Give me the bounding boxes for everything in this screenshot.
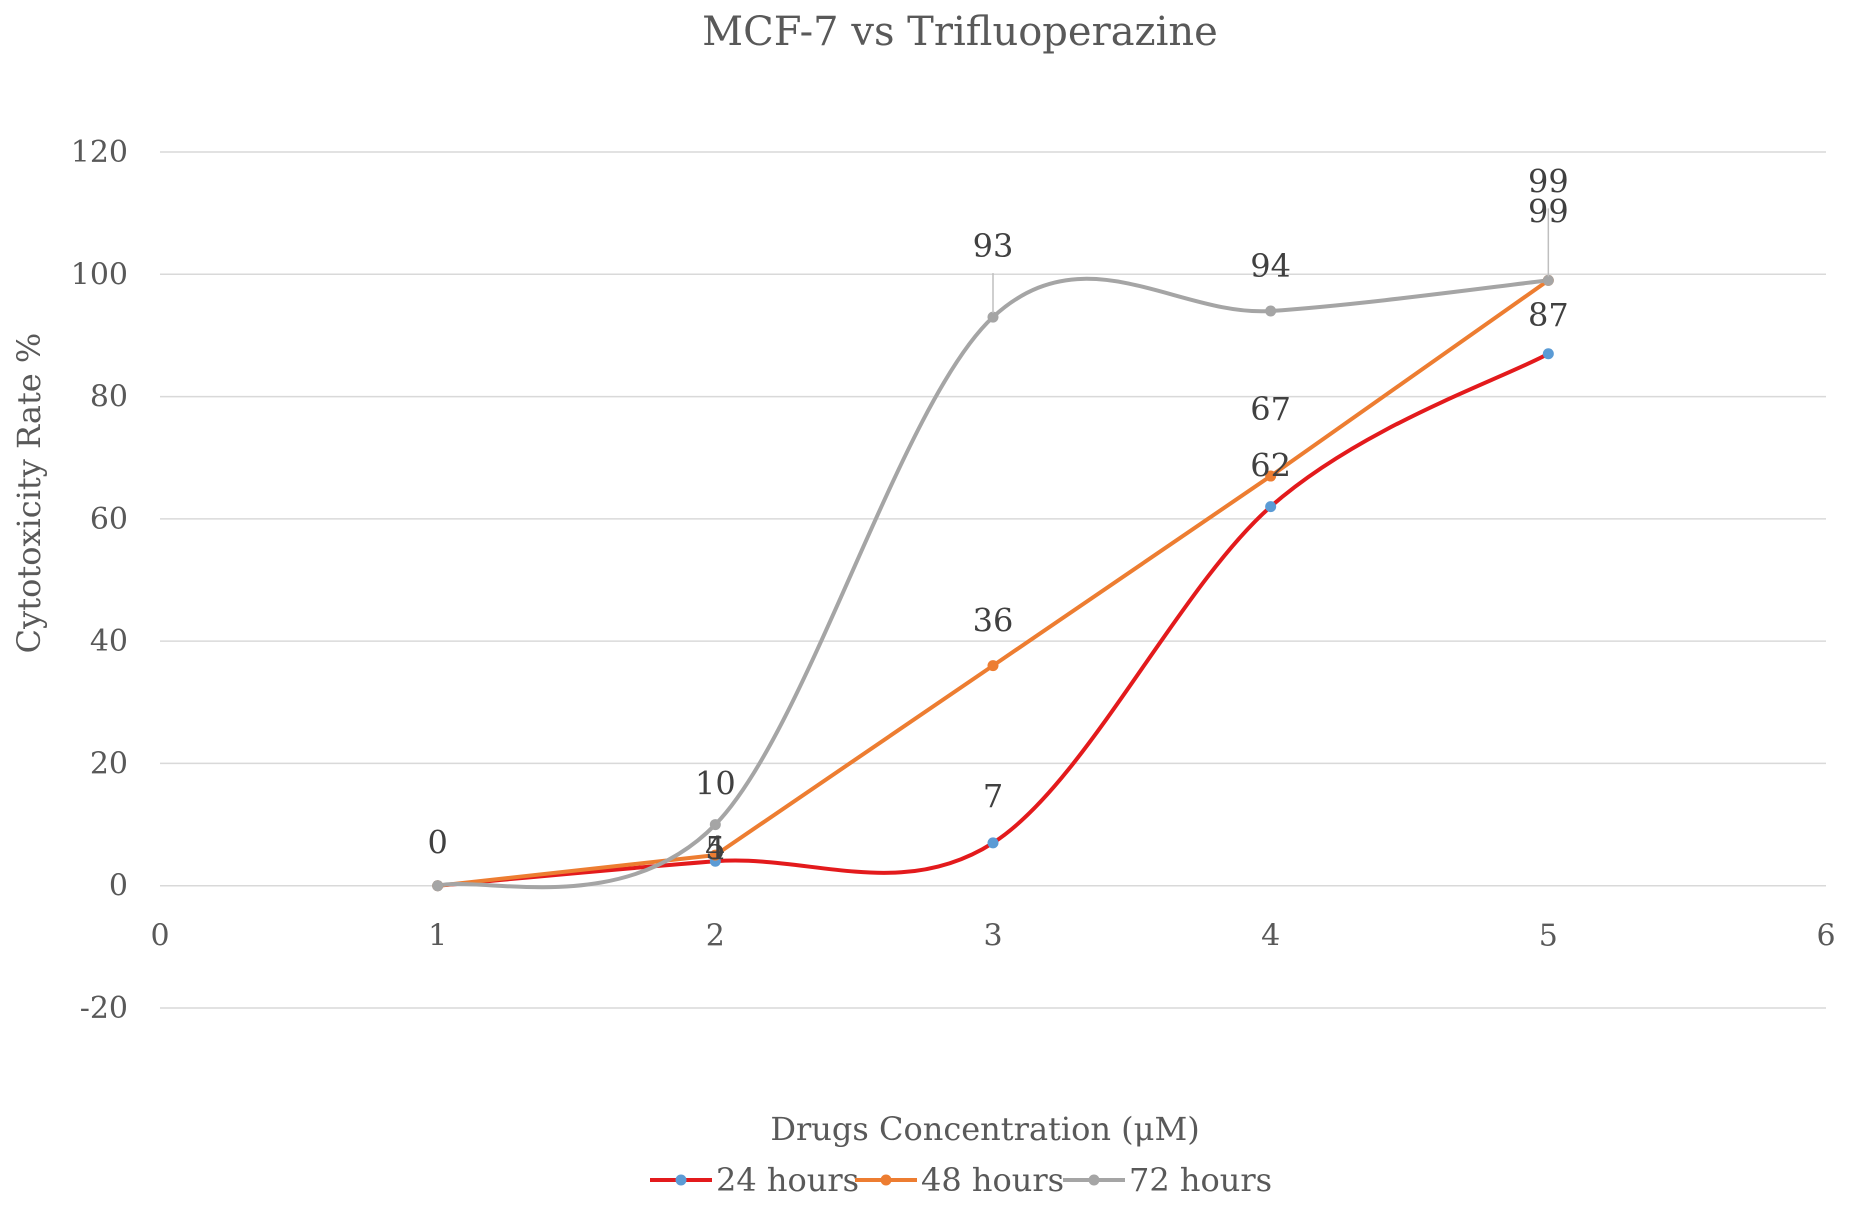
data-label-24-hours: 62: [1250, 447, 1291, 485]
legend-item-48-hours: 48 hours: [855, 1161, 1064, 1199]
x-tick-label: 6: [1816, 919, 1835, 954]
data-point-72-hours: [1265, 305, 1277, 317]
legend: 24 hours 48 hours 72 hours: [650, 1161, 1272, 1199]
y-tick-label: 100: [71, 257, 128, 292]
y-tick-label: 120: [71, 135, 128, 170]
x-tick-label: 5: [1539, 919, 1558, 954]
data-point-24-hours: [1542, 348, 1554, 360]
y-tick-label: 20: [90, 746, 128, 781]
data-label-48-hours: 36: [973, 602, 1014, 640]
x-tick-label: 1: [428, 919, 447, 954]
data-label-24-hours: 7: [983, 777, 1003, 815]
y-axis-ticks: -20 0 20 40 60 80 100 120: [71, 135, 128, 1026]
data-point-72-hours: [987, 311, 999, 323]
series-markers: [432, 274, 1554, 892]
y-tick-label: 60: [90, 502, 128, 537]
data-point-48-hours: [987, 660, 999, 672]
data-point-48-hours: [709, 849, 721, 861]
data-point-24-hours: [987, 837, 999, 849]
x-axis-label: Drugs Concentration (μM): [770, 1110, 1199, 1148]
x-tick-label: 3: [983, 919, 1002, 954]
data-label-72-hours: 99: [1528, 162, 1569, 200]
data-label-48-hours: 67: [1250, 390, 1291, 428]
legend-swatch-marker: [675, 1174, 687, 1186]
data-point-48-hours: [1265, 470, 1277, 482]
legend-label: 24 hours: [716, 1161, 859, 1199]
data-label-24-hours: 4: [705, 829, 725, 867]
series-line-24-hours: [435, 351, 1551, 888]
legend-item-24-hours: 24 hours: [650, 1161, 859, 1199]
x-axis-ticks: 0 1 2 3 4 5 6: [150, 919, 1835, 954]
data-point-72-hours: [709, 819, 721, 831]
legend-swatch-marker: [1088, 1174, 1100, 1186]
y-axis-label: Cytotoxicity Rate %: [10, 333, 48, 654]
y-tick-label: 80: [90, 380, 128, 415]
series-line-72-hours: [435, 276, 1551, 890]
data-label-24-hours: 87: [1528, 296, 1569, 334]
data-label-72-hours: 0: [427, 824, 447, 862]
legend-swatch-marker: [880, 1174, 892, 1186]
legend-label: 48 hours: [921, 1161, 1064, 1199]
x-tick-label: 4: [1261, 919, 1280, 954]
data-label-48-hours: 5: [705, 829, 725, 867]
legend-item-72-hours: 72 hours: [1063, 1161, 1272, 1199]
x-tick-label: 2: [706, 919, 725, 954]
y-tick-label: 40: [90, 624, 128, 659]
x-tick-label: 0: [150, 919, 169, 954]
data-label-72-hours: 93: [973, 227, 1014, 265]
legend-label: 72 hours: [1129, 1161, 1272, 1199]
chart-title: MCF-7 vs Trifluoperazine: [702, 9, 1218, 55]
data-label-72-hours: 94: [1250, 247, 1291, 285]
y-tick-label: 0: [109, 869, 128, 904]
data-point-72-hours: [1542, 274, 1554, 286]
data-point-72-hours: [432, 880, 444, 892]
data-label-72-hours: 10: [695, 765, 736, 803]
data-point-24-hours: [1265, 501, 1277, 513]
y-tick-label: -20: [80, 991, 128, 1026]
